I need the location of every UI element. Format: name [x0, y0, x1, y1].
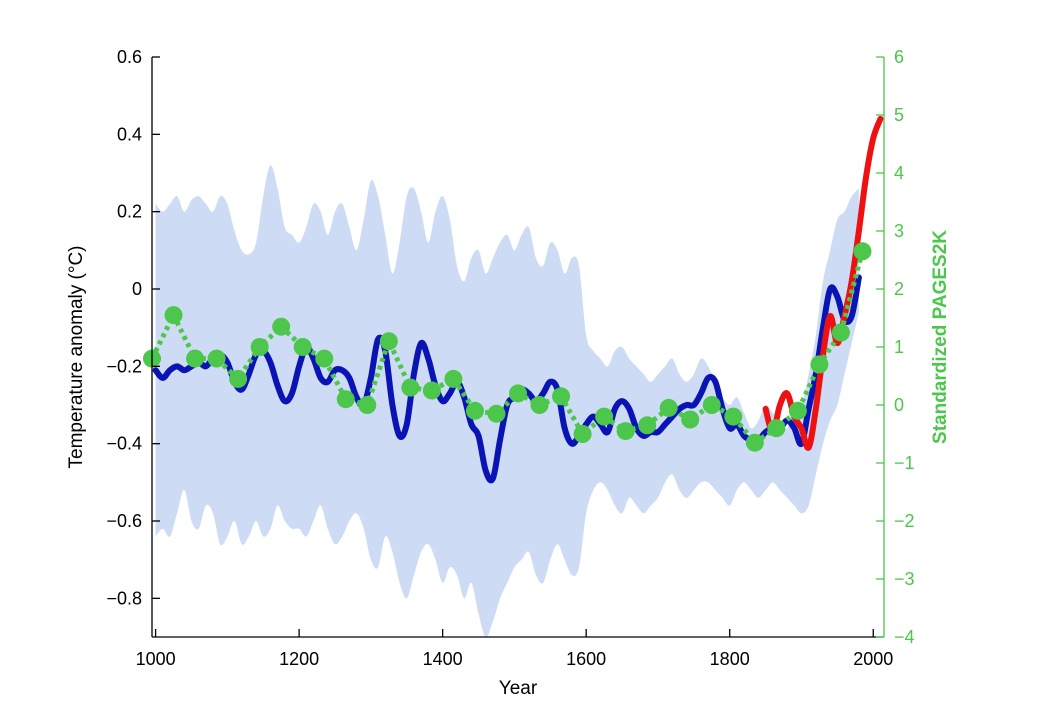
y2-tick-label-9: 5	[894, 105, 904, 125]
y-axis-title: Temperature anomaly (°C)	[66, 245, 87, 468]
y2-tick-label-2: −2	[894, 511, 915, 531]
y-tick-label-7: 0.6	[117, 47, 142, 67]
y-tick-label-0: −0.8	[106, 588, 142, 608]
y2-tick-label-8: 4	[894, 163, 904, 183]
y2-tick-label-0: −4	[894, 627, 915, 647]
y2-axis-title: Standardized PAGES2K	[930, 230, 951, 444]
series-2-point-33	[853, 242, 872, 261]
series-2-point-10	[358, 396, 377, 414]
series-2-point-24	[659, 398, 678, 417]
y-tick-label-4: 0	[132, 279, 142, 299]
x-axis-ticks: 1000 1200 1400 1600 1800 2000	[136, 629, 893, 669]
y2-tick-label-5: 1	[894, 337, 904, 357]
series-2-point-22	[616, 422, 635, 441]
series-2-point-19	[552, 387, 571, 406]
x-axis-title: Year	[499, 678, 538, 699]
series-2-point-11	[379, 332, 398, 351]
series-2-point-30	[788, 401, 807, 420]
x-tick-label-5: 2000	[853, 649, 893, 669]
series-2-point-3	[207, 349, 226, 368]
series-2-point-27	[724, 407, 743, 426]
series-2-point-31	[810, 355, 829, 374]
x-tick-label-1: 1200	[279, 649, 319, 669]
series-2-point-18	[530, 396, 549, 414]
y2-tick-label-3: −1	[894, 453, 915, 473]
y2-tick-label-4: 0	[894, 395, 904, 415]
y2-tick-label-10: 6	[894, 47, 904, 67]
series-2-point-12	[401, 378, 420, 397]
series-2-point-16	[487, 404, 506, 423]
y-tick-label-3: −0.2	[106, 356, 142, 376]
series-2-point-1	[164, 306, 183, 325]
series-2-point-26	[702, 396, 721, 414]
y-tick-label-5: 0.2	[117, 202, 142, 222]
right-y-axis-ticks: −4 −3 −2 −1 0 1 2 3 4 5 6	[876, 47, 915, 647]
series-2-point-15	[465, 401, 484, 420]
series-2-point-2	[186, 349, 205, 368]
series-2-point-21	[595, 407, 614, 426]
series-2-point-32	[831, 323, 850, 342]
series-2-point-7	[293, 338, 312, 356]
y2-tick-label-6: 2	[894, 279, 904, 299]
series-2-point-17	[509, 384, 527, 403]
y-tick-label-1: −0.6	[106, 511, 142, 531]
x-tick-label-0: 1000	[136, 649, 176, 669]
axes-layer: 1000 1200 1400 1600 1800 2000 −0.8−0.6−0.4−0.…	[106, 47, 914, 669]
series-2-point-9	[336, 390, 355, 409]
y-tick-label-2: −0.4	[106, 434, 142, 454]
series-2-point-5	[250, 338, 269, 356]
x-tick-label-4: 1800	[710, 649, 750, 669]
series-2-point-13	[422, 381, 441, 400]
series-2-point-20	[573, 425, 592, 443]
y2-tick-label-1: −3	[894, 569, 915, 589]
x-tick-label-2: 1400	[423, 649, 463, 669]
y2-tick-label-7: 3	[894, 221, 904, 241]
series-2-point-29	[767, 419, 786, 438]
y-tick-label-6: 0.4	[117, 124, 142, 144]
series-2-point-6	[272, 317, 291, 336]
series-2-point-4	[229, 369, 248, 388]
left-y-axis-ticks: −0.8 −0.6 −0.4 −0.2 0 0.2 0.4 0.6	[106, 47, 160, 608]
series-layer	[143, 115, 884, 484]
series-2-point-8	[315, 349, 334, 368]
series-2-point-28	[745, 433, 764, 452]
x-tick-label-3: 1600	[566, 649, 606, 669]
series-line-2	[149, 250, 865, 447]
series-2-point-23	[638, 416, 657, 435]
series-2-point-14	[444, 369, 463, 388]
series-2-point-25	[681, 410, 700, 429]
